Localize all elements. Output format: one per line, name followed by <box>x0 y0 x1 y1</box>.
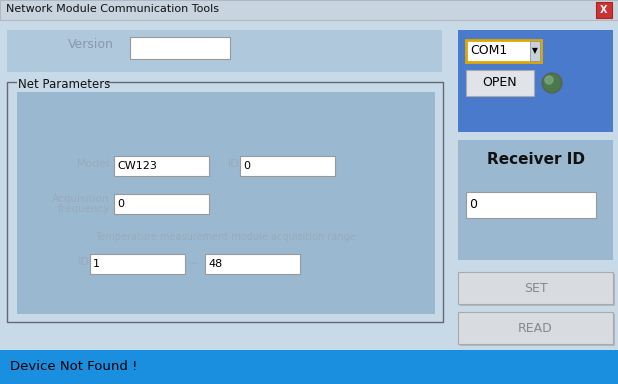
Text: ▼: ▼ <box>532 46 538 56</box>
Bar <box>0 350 618 384</box>
Text: 1: 1 <box>93 259 100 269</box>
Text: X: X <box>600 5 607 15</box>
Circle shape <box>544 75 560 91</box>
Text: Network Module Communication Tools: Network Module Communication Tools <box>6 4 219 14</box>
Text: ID: ID <box>78 257 90 267</box>
Text: Net Parameters: Net Parameters <box>18 78 111 91</box>
Bar <box>17 92 435 314</box>
Bar <box>7 82 443 322</box>
Bar <box>596 2 612 18</box>
Text: 0: 0 <box>469 199 477 212</box>
Bar <box>240 156 335 176</box>
Text: 48: 48 <box>208 259 222 269</box>
Bar <box>90 254 185 274</box>
Text: Receiver ID: Receiver ID <box>487 152 585 167</box>
Text: COM1: COM1 <box>470 45 507 58</box>
Text: 0: 0 <box>243 161 250 171</box>
Bar <box>530 41 540 61</box>
Bar <box>205 254 300 274</box>
Bar <box>458 312 613 344</box>
Text: ~: ~ <box>188 259 198 269</box>
Text: Device Not Found !: Device Not Found ! <box>10 361 137 374</box>
Text: SET: SET <box>523 281 548 295</box>
Bar <box>7 30 442 72</box>
Text: frequency: frequency <box>57 204 110 214</box>
Bar <box>460 314 615 346</box>
Text: Model: Model <box>77 159 110 169</box>
Bar <box>460 274 615 306</box>
Text: Acquisition: Acquisition <box>53 194 110 204</box>
Bar <box>466 192 596 218</box>
Bar <box>0 0 618 20</box>
Text: Temperature measurement module acquisition range: Temperature measurement module acquisiti… <box>95 232 355 242</box>
Text: ID: ID <box>228 159 240 169</box>
Bar <box>458 272 613 304</box>
Text: Version: Version <box>68 38 114 51</box>
Text: OPEN: OPEN <box>483 76 517 89</box>
Circle shape <box>545 76 553 84</box>
Text: CW123: CW123 <box>117 161 157 171</box>
Bar <box>466 70 534 96</box>
Bar <box>458 140 613 260</box>
Bar <box>130 37 230 59</box>
Text: READ: READ <box>518 321 553 334</box>
Bar <box>458 30 613 132</box>
Bar <box>466 40 541 62</box>
Bar <box>17 79 107 87</box>
Bar <box>114 156 209 176</box>
Circle shape <box>542 73 562 93</box>
Bar <box>114 194 209 214</box>
Text: 0: 0 <box>117 199 124 209</box>
